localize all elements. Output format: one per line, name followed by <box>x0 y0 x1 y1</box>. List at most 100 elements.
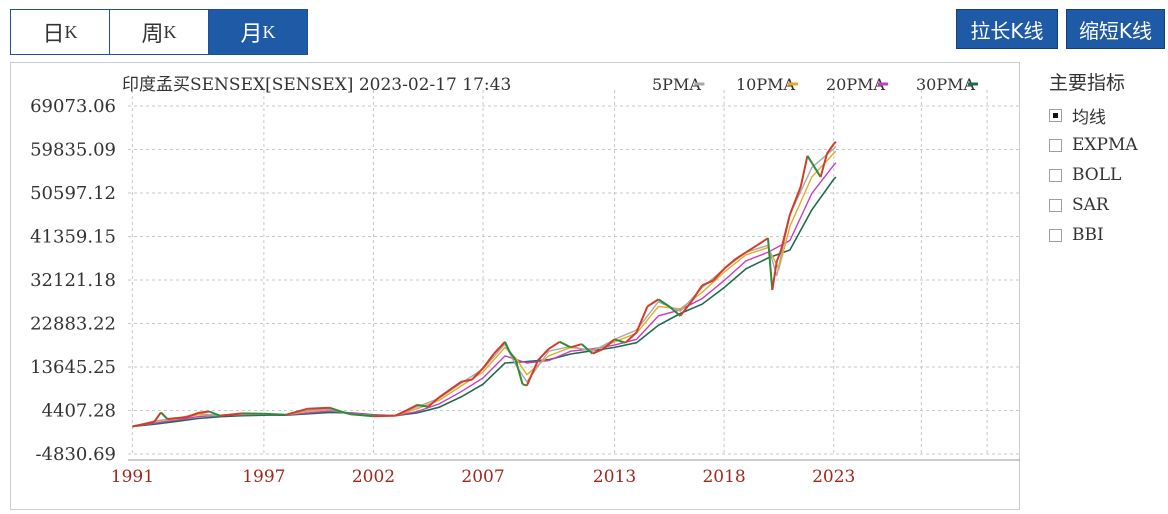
x-tick-label: 2023 <box>812 467 855 487</box>
price-segment <box>417 403 429 408</box>
tab-monthly-label: 月 <box>240 22 263 47</box>
indicator-expma-checkbox[interactable] <box>1049 138 1062 152</box>
y-tick-label: 32121.18 <box>30 270 116 291</box>
indicator-boll[interactable]: BOLL <box>1049 160 1138 190</box>
indicator-sar-label: SAR <box>1072 195 1109 215</box>
price-segment <box>780 214 791 251</box>
chart-legend: 5PMA 10PMA 20PMA 30PMA <box>652 75 978 94</box>
series-line-20pma <box>132 162 837 428</box>
y-tick-label: 50597.12 <box>30 183 116 204</box>
price-segment <box>167 417 177 420</box>
price-segment <box>771 261 778 291</box>
price-segment <box>826 143 835 154</box>
x-tick-label: 2007 <box>461 467 504 487</box>
y-tick-label: -4830.69 <box>35 444 116 465</box>
price-segment <box>508 350 517 362</box>
price-segment <box>570 343 582 349</box>
y-tick-label: 22883.22 <box>30 313 116 334</box>
price-segment <box>646 298 659 308</box>
indicator-bbi[interactable]: BBI <box>1049 220 1138 250</box>
indicator-sar[interactable]: SAR <box>1049 190 1138 220</box>
y-tick-label: 59835.09 <box>30 140 116 161</box>
legend-label-5pma: 5PMA <box>652 75 701 94</box>
y-tick-labels: 69073.06 59835.09 50597.12 41359.15 32121.18… <box>30 96 116 465</box>
indicator-ma[interactable]: 均线 <box>1049 100 1138 130</box>
price-segment <box>525 360 539 386</box>
price-segment <box>832 141 837 145</box>
price-segment <box>522 383 528 387</box>
price-segment <box>806 155 813 164</box>
price-segment <box>819 153 829 178</box>
price-segment <box>307 406 330 410</box>
indicator-ma-label: 均线 <box>1072 107 1106 128</box>
price-segment <box>581 343 594 355</box>
price-segment <box>153 411 162 423</box>
y-tick-label: 69073.06 <box>30 96 116 117</box>
price-segment <box>614 338 626 344</box>
chart-frame <box>10 62 1020 510</box>
legend-label-30pma: 30PMA <box>916 75 976 94</box>
price-segment <box>373 414 396 418</box>
price-segment <box>668 305 681 317</box>
price-segment <box>624 331 638 344</box>
indicator-ma-checkbox[interactable] <box>1049 108 1062 122</box>
price-segment <box>186 411 199 419</box>
indicator-expma[interactable]: EXPMA <box>1049 130 1138 160</box>
price-segment <box>756 237 769 247</box>
shorten-kline-button[interactable]: 缩短K线 <box>1066 9 1165 49</box>
price-segment <box>679 301 693 317</box>
indicator-bbi-checkbox[interactable] <box>1049 228 1062 242</box>
indicator-boll-checkbox[interactable] <box>1049 168 1062 182</box>
series-line-30pma <box>132 176 837 428</box>
price-segment <box>775 249 783 263</box>
price-segment <box>810 162 822 178</box>
x-tick-label: 2002 <box>352 467 395 487</box>
price-segment <box>504 341 511 352</box>
price-segment <box>537 348 550 362</box>
x-tick-label: 1997 <box>242 467 285 487</box>
indicator-boll-label: BOLL <box>1072 165 1122 185</box>
price-segment <box>788 186 802 215</box>
price-segment <box>592 347 604 355</box>
indicator-expma-label: EXPMA <box>1072 135 1138 155</box>
indicator-sar-checkbox[interactable] <box>1049 198 1062 212</box>
indicators-list: 均线 EXPMA BOLL SAR BBI <box>1049 100 1138 250</box>
price-segment <box>690 284 704 303</box>
legend-label-20pma: 20PMA <box>826 75 886 94</box>
price-segment <box>340 410 352 416</box>
price-segment <box>745 244 758 254</box>
price-segment <box>493 341 506 355</box>
series-line-5pma <box>132 145 837 428</box>
price-segment <box>208 410 221 417</box>
price-segment <box>405 404 418 412</box>
price-segment <box>514 360 524 385</box>
price-segment <box>427 396 440 408</box>
x-tick-labels: 1991 1997 2002 2007 2013 2018 2023 <box>111 467 856 487</box>
price-segment <box>176 416 188 420</box>
price-segment <box>285 407 308 416</box>
price-segment <box>701 279 714 287</box>
lengthen-kline-button[interactable]: 拉长K线 <box>956 9 1058 49</box>
tab-weekly-k-suffix: K <box>163 21 177 42</box>
x-tick-label: 2013 <box>593 467 636 487</box>
price-segment <box>559 340 572 349</box>
tab-monthly-k-suffix: K <box>262 21 276 42</box>
price-segment <box>132 423 144 428</box>
indicators-title: 主要指标 <box>1049 72 1126 94</box>
price-segment <box>351 413 374 418</box>
grid-layer <box>128 90 1020 461</box>
y-tick-label: 4407.28 <box>42 401 116 422</box>
price-segment <box>160 411 169 420</box>
price-segment <box>712 268 725 282</box>
price-segment <box>329 406 341 413</box>
price-segment <box>767 238 774 291</box>
price-segment <box>723 258 736 270</box>
price-segment <box>799 155 809 187</box>
tab-daily-k-suffix: K <box>64 21 78 42</box>
price-segment <box>734 251 747 261</box>
